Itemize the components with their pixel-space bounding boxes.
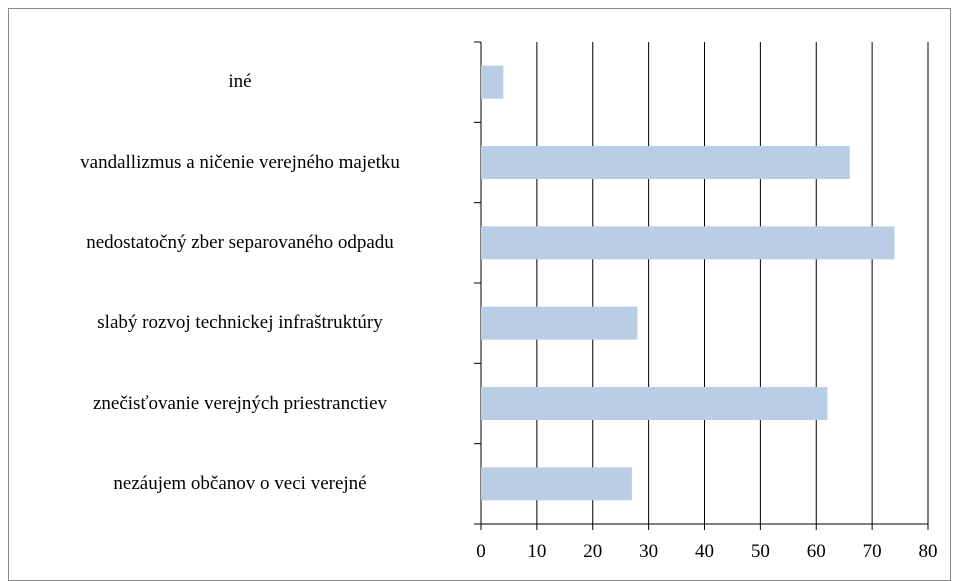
x-tick-label: 30 [639,541,658,562]
y-tick-label: vandallizmus a ničenie verejného majetku [80,151,400,173]
bar [481,306,638,340]
bar [481,226,895,260]
x-tick-label: 0 [476,541,486,562]
y-tick-label: slabý rozvoj technickej infraštruktúry [97,312,383,334]
bar [481,387,828,420]
x-tick-label: 40 [695,541,714,562]
bar [481,467,632,501]
x-tick-label: 10 [527,541,546,562]
y-tick-label: znečisťovanie verejných priestranctiev [92,392,388,414]
y-tick-label: iné [228,71,252,93]
x-tick-label: 50 [751,541,770,562]
bar [481,146,850,179]
y-tick-label: nezáujem občanov o veci verejné [113,472,367,494]
x-tick-label: 60 [807,541,826,562]
bar [481,65,504,99]
y-tick-label: nedostatočný zber separovaného odpadu [86,231,394,253]
x-tick-label: 70 [863,541,882,562]
x-tick-label: 80 [919,541,938,562]
x-tick-label: 20 [583,541,602,562]
chart-border [8,8,951,581]
